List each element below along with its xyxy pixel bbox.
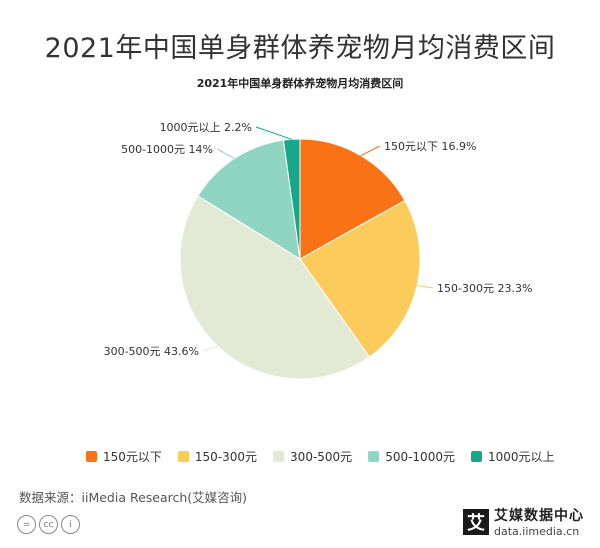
legend-item-1[interactable]: 150-300元	[177, 448, 258, 465]
legend-item-3[interactable]: 500-1000元	[368, 448, 455, 465]
leader-line-1	[416, 285, 434, 289]
legend-label-1: 150-300元	[194, 450, 258, 464]
no-derivatives-icon: =	[17, 515, 36, 534]
legend-item-0[interactable]: 150元以下	[86, 448, 162, 465]
brand-url: data.iimedia.cn	[494, 525, 580, 538]
leader-line-0	[360, 145, 381, 156]
data-label-1: 150-300元 23.3%	[437, 282, 532, 295]
main-title: 2021年中国单身群体养宠物月均消费区间	[44, 33, 556, 64]
legend-swatch-0	[86, 451, 97, 462]
legend-label-3: 500-1000元	[385, 450, 455, 464]
attribution-icon: i	[61, 515, 80, 534]
legend-item-4[interactable]: 1000元以上	[470, 448, 555, 465]
data-label-3: 500-1000元 14%	[121, 143, 213, 156]
leader-line-2	[202, 345, 219, 352]
brand-logo: 艾	[463, 508, 489, 535]
creative-commons-icon: cc	[39, 515, 58, 534]
legend-swatch-2	[273, 451, 285, 462]
chart-title: 2021年中国单身群体养宠物月均消费区间	[196, 77, 404, 90]
legend: 150元以下 150-300元 300-500元 500-1000元 1000元…	[86, 448, 555, 465]
legend-label-0: 150元以下	[103, 450, 162, 464]
legend-swatch-4	[470, 451, 482, 462]
license-icons: = cc i	[17, 515, 80, 534]
pie-slice-3[interactable]	[197, 139, 301, 260]
brand: 艾 艾媒数据中心 data.iimedia.cn	[463, 505, 584, 538]
brand-name: 艾媒数据中心	[494, 508, 584, 524]
data-label-4: 1000元以上 2.2%	[160, 121, 252, 134]
data-label-0: 150元以下 16.9%	[384, 140, 476, 153]
legend-item-2[interactable]: 300-500元	[273, 448, 352, 465]
legend-swatch-1	[177, 451, 189, 462]
data-label-2: 300-500元 43.6%	[104, 345, 199, 358]
source-text: 数据来源：iiMedia Research(艾媒咨询)	[19, 490, 248, 505]
pie-slice-2[interactable]	[179, 195, 371, 380]
pie-chart: 150元以下 16.9% 150-300元 23.3% 300-500元 43.6%…	[104, 121, 532, 380]
legend-label-4: 1000元以上	[487, 450, 555, 464]
leader-line-4	[255, 126, 292, 140]
legend-swatch-3	[368, 451, 380, 462]
legend-label-2: 300-500元	[290, 450, 353, 464]
leader-line-3	[216, 148, 235, 159]
